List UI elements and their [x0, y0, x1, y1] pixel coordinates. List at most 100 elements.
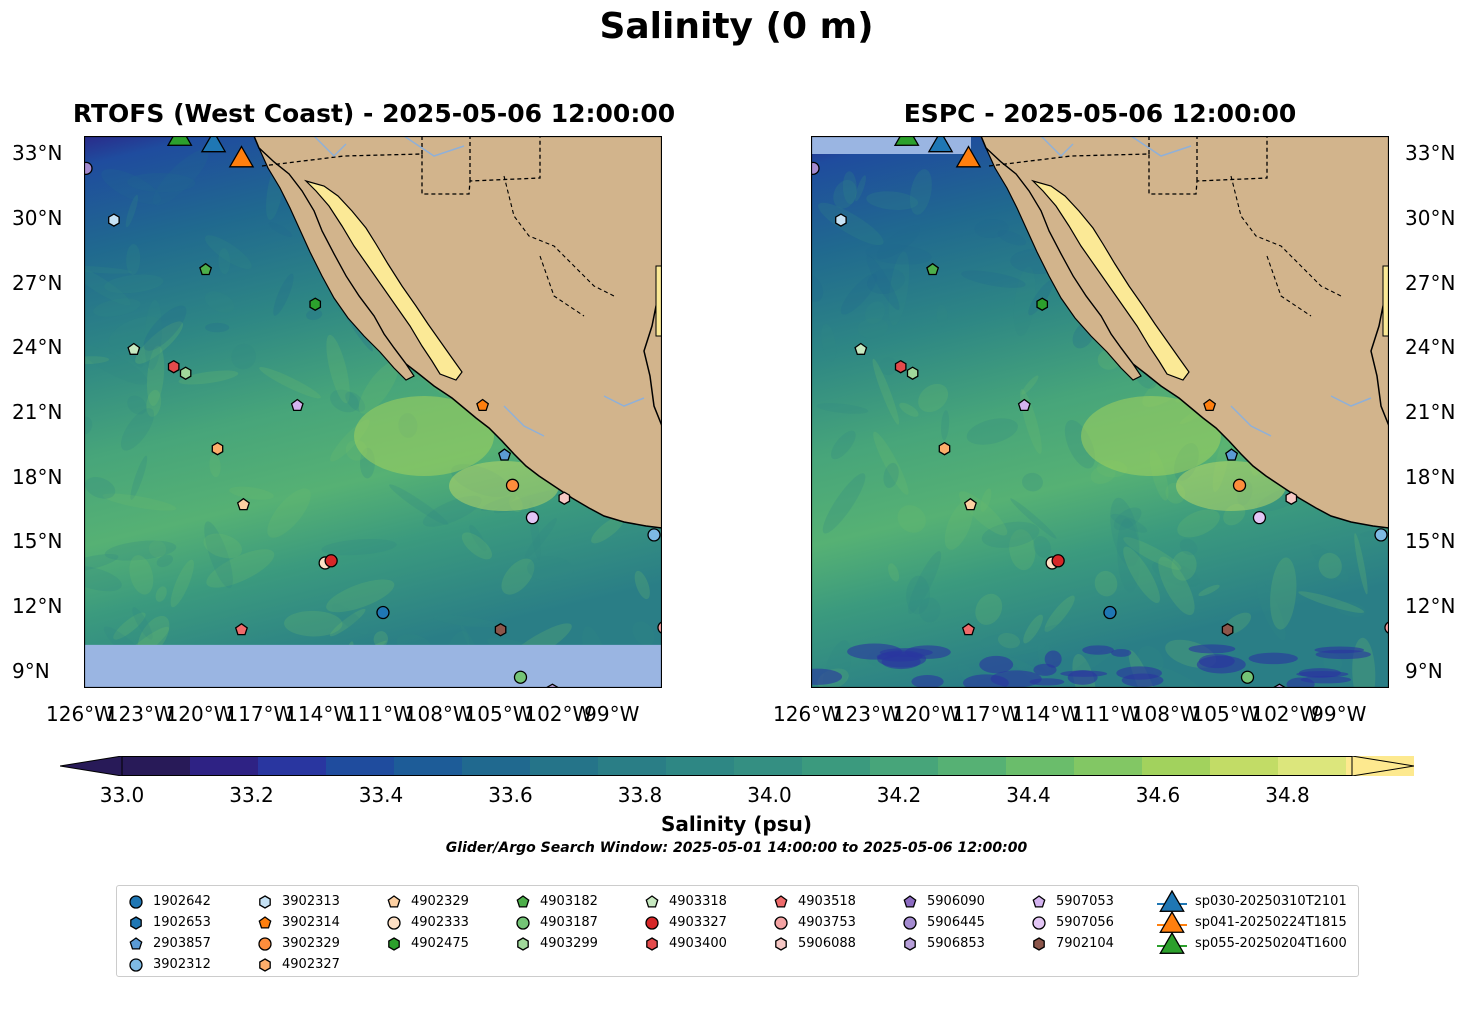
- marker-1902642: [376, 605, 390, 620]
- lat-tick-label: 33°N: [12, 141, 63, 166]
- legend-entry: 4903400: [643, 933, 727, 954]
- legend-entry: 4903327: [643, 912, 727, 933]
- colorbar-segment: [598, 756, 667, 776]
- marker-2903857: [498, 448, 512, 461]
- legend-label: 2903857: [153, 936, 211, 951]
- colorbar-segment: [938, 756, 1007, 776]
- border-lines: [261, 136, 541, 195]
- legend-label: sp055-20250204T1600: [1195, 936, 1347, 951]
- marker-4903187: [513, 670, 528, 684]
- marker-4902475: [309, 297, 322, 311]
- legend-marker-icon: [130, 915, 142, 930]
- legend-label: sp030-20250310T2101: [1195, 894, 1347, 909]
- legend-marker-icon: [388, 936, 400, 951]
- map-frame: [84, 136, 662, 688]
- lon-tick-label: 123°W: [832, 702, 901, 726]
- legend-entry: sp055-20250204T1600: [1157, 931, 1347, 954]
- legend-marker-icon: [387, 915, 401, 930]
- legend-label: sp041-20250224T1815: [1195, 915, 1347, 930]
- lon-tick-label: 123°W: [105, 702, 174, 726]
- legend-marker-icon: [1159, 889, 1185, 912]
- marker-sp041-20250224T1815: [228, 145, 255, 168]
- legend-label: 4903299: [540, 936, 598, 951]
- marker-sp041-20250224T1815: [955, 145, 982, 168]
- lat-tick-label: 27°N: [1405, 270, 1456, 295]
- legend-marker-icon: [1159, 910, 1185, 933]
- legend-label: 4903318: [669, 894, 727, 909]
- legend-entry: 5906445: [901, 912, 985, 933]
- marker-4902327: [211, 441, 224, 456]
- lon-tick-label: 108°W: [404, 702, 473, 726]
- legend-label: 4902329: [411, 894, 469, 909]
- legend-marker-icon: [129, 936, 143, 950]
- marker-1902642: [1103, 605, 1117, 620]
- legend-label: 4903187: [540, 915, 598, 930]
- marker-2903857: [1225, 448, 1239, 461]
- map-panel-rtofs: [84, 136, 662, 688]
- lon-tick-label: 114°W: [285, 702, 354, 726]
- legend-label: 4903182: [540, 894, 598, 909]
- marker-3902314: [476, 398, 490, 412]
- colorbar-tick-label: 33.4: [358, 783, 404, 807]
- panel-title-rtofs: RTOFS (West Coast) - 2025-05-06 12:00:00: [72, 99, 676, 128]
- marker-4903327: [1051, 554, 1065, 568]
- legend-entry: 5906090: [901, 891, 985, 912]
- lat-tick-label: 15°N: [1405, 529, 1456, 554]
- colorbar-segment: [530, 756, 599, 776]
- legend-marker-icon: [516, 894, 530, 908]
- marker-5906445: [811, 161, 820, 175]
- legend-label: 7902104: [1056, 936, 1114, 951]
- lon-tick-label: 102°W: [524, 702, 593, 726]
- colorbar-tick-label: 33.2: [229, 783, 274, 807]
- map-canvas: [811, 136, 1389, 688]
- colorbar-segment: [190, 756, 259, 776]
- marker-sp030-20250310T2101: [200, 136, 227, 153]
- colorbar-segment: [802, 756, 871, 776]
- lat-tick-label: 24°N: [1405, 335, 1456, 360]
- legend-entry: 4902333: [385, 912, 469, 933]
- legend-entry: 4903318: [643, 891, 727, 912]
- marker-4903182: [199, 262, 213, 276]
- legend-marker-icon: [387, 894, 401, 908]
- lon-tick-label: 111°W: [1071, 702, 1140, 726]
- legend-label: 3902313: [282, 894, 340, 909]
- lat-tick-label: 18°N: [1405, 464, 1456, 489]
- legend-label: 5906090: [927, 894, 985, 909]
- colorbar-tick-label: 34.8: [1265, 783, 1310, 807]
- lon-tick-label: 126°W: [773, 702, 841, 726]
- lon-tick-label: 114°W: [1012, 702, 1081, 726]
- marker-4902475: [1036, 297, 1049, 311]
- colorbar-tick-label: 33.0: [99, 783, 145, 807]
- legend-label: 4903327: [669, 915, 727, 930]
- lat-tick-label: 27°N: [12, 270, 63, 295]
- marker-4903400: [894, 359, 907, 374]
- marker-4903187: [1240, 670, 1255, 684]
- legend-label: 3902314: [282, 915, 340, 930]
- marker-3902329: [505, 478, 520, 492]
- legend-marker-icon: [775, 936, 787, 951]
- marker-4903182: [926, 262, 940, 276]
- legend-label: 5906853: [927, 936, 985, 951]
- colorbar-segment: [666, 756, 735, 776]
- legend-entry: 5906853: [901, 933, 985, 954]
- colorbar-segment: [394, 756, 463, 776]
- legend-entry: 3902329: [256, 933, 340, 954]
- lat-tick-label: 24°N: [12, 335, 63, 360]
- lat-tick-label: 12°N: [12, 594, 63, 619]
- legend-entry: 5907053: [1030, 891, 1114, 912]
- colorbar-segment: [734, 756, 803, 776]
- marker-5906088: [558, 491, 571, 505]
- lat-tick-label: 12°N: [1405, 594, 1456, 619]
- lon-tick-label: 117°W: [225, 702, 294, 726]
- legend-entry: 1902653: [127, 912, 211, 933]
- colorbar-segment: [1006, 756, 1075, 776]
- legend-marker-icon: [1033, 936, 1045, 951]
- legend-entry: 3902312: [127, 954, 211, 975]
- legend-label: 5907056: [1056, 915, 1114, 930]
- legend-entry: 4903187: [514, 912, 598, 933]
- marker-sp030-20250310T2101: [927, 136, 954, 153]
- lon-tick-label: 105°W: [1191, 702, 1260, 726]
- marker-5907053: [1017, 398, 1031, 412]
- legend-entry: 4903753: [772, 912, 856, 933]
- legend-label: 3902329: [282, 936, 340, 951]
